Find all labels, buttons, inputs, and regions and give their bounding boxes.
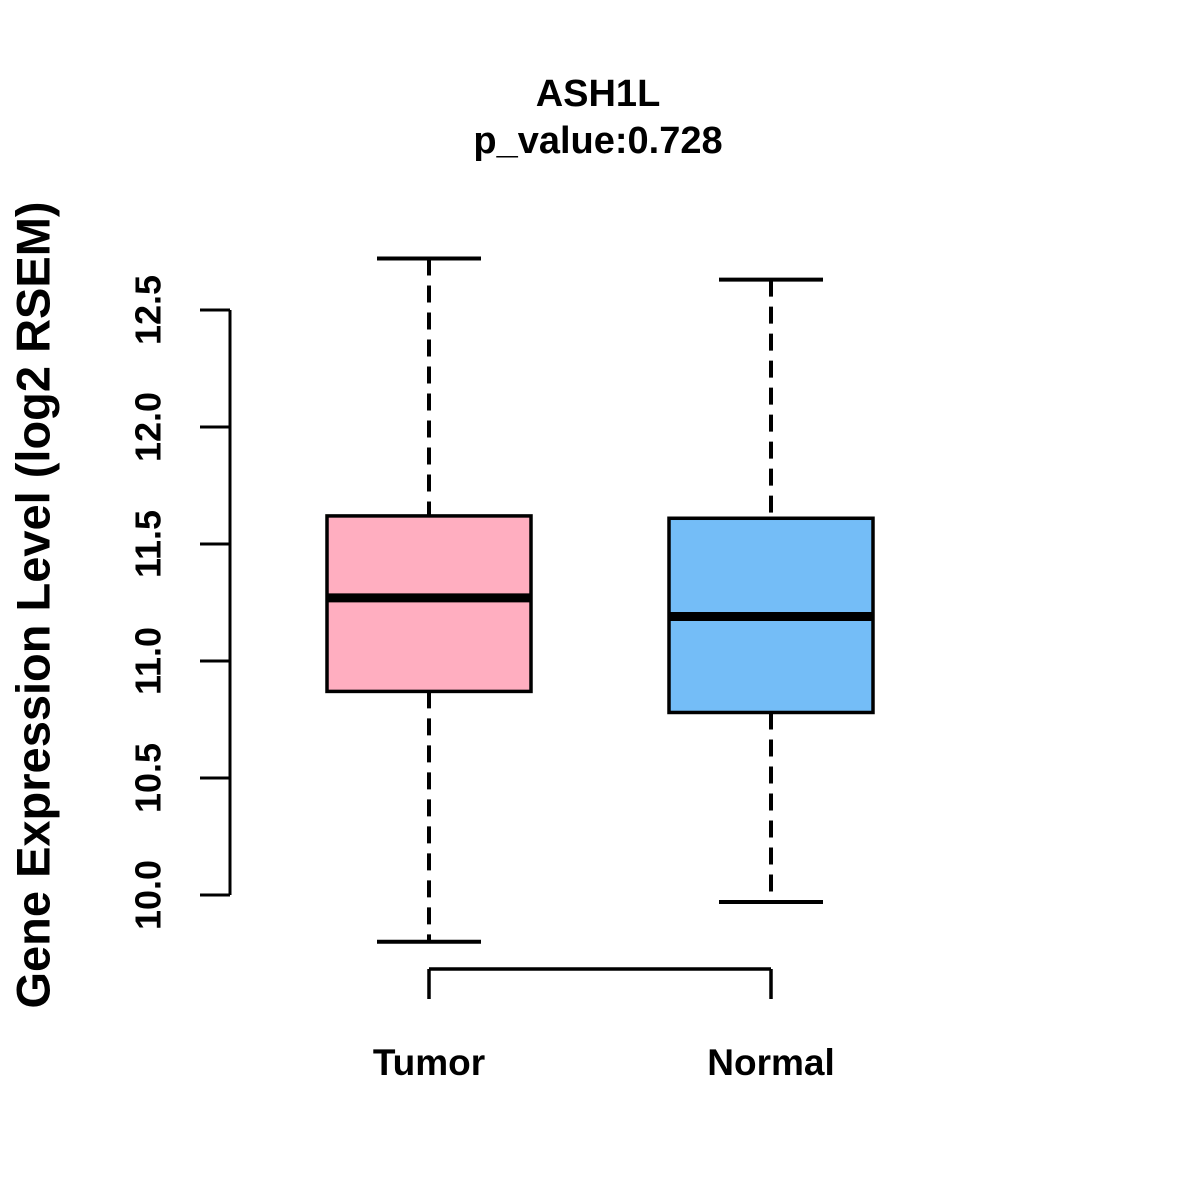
x-category-label-normal: Normal [707, 1042, 834, 1083]
y-tick-label-11.0: 11.0 [128, 627, 169, 695]
chart-title: ASH1L [535, 73, 661, 115]
y-tick-label-12.5: 12.5 [128, 275, 169, 345]
y-tick-label-10.0: 10.0 [128, 860, 169, 930]
y-tick-label-11.5: 11.5 [128, 510, 169, 578]
box-tumor [325, 514, 533, 694]
y-axis-label: Gene Expression Level (log2 RSEM) [6, 201, 60, 1009]
chart-subtitle-pvalue: p_value:0.728 [473, 120, 723, 162]
x-category-label-tumor: Tumor [373, 1042, 485, 1083]
y-tick-label-12.0: 12.0 [128, 392, 169, 462]
y-tick-label-10.5: 10.5 [128, 743, 169, 813]
